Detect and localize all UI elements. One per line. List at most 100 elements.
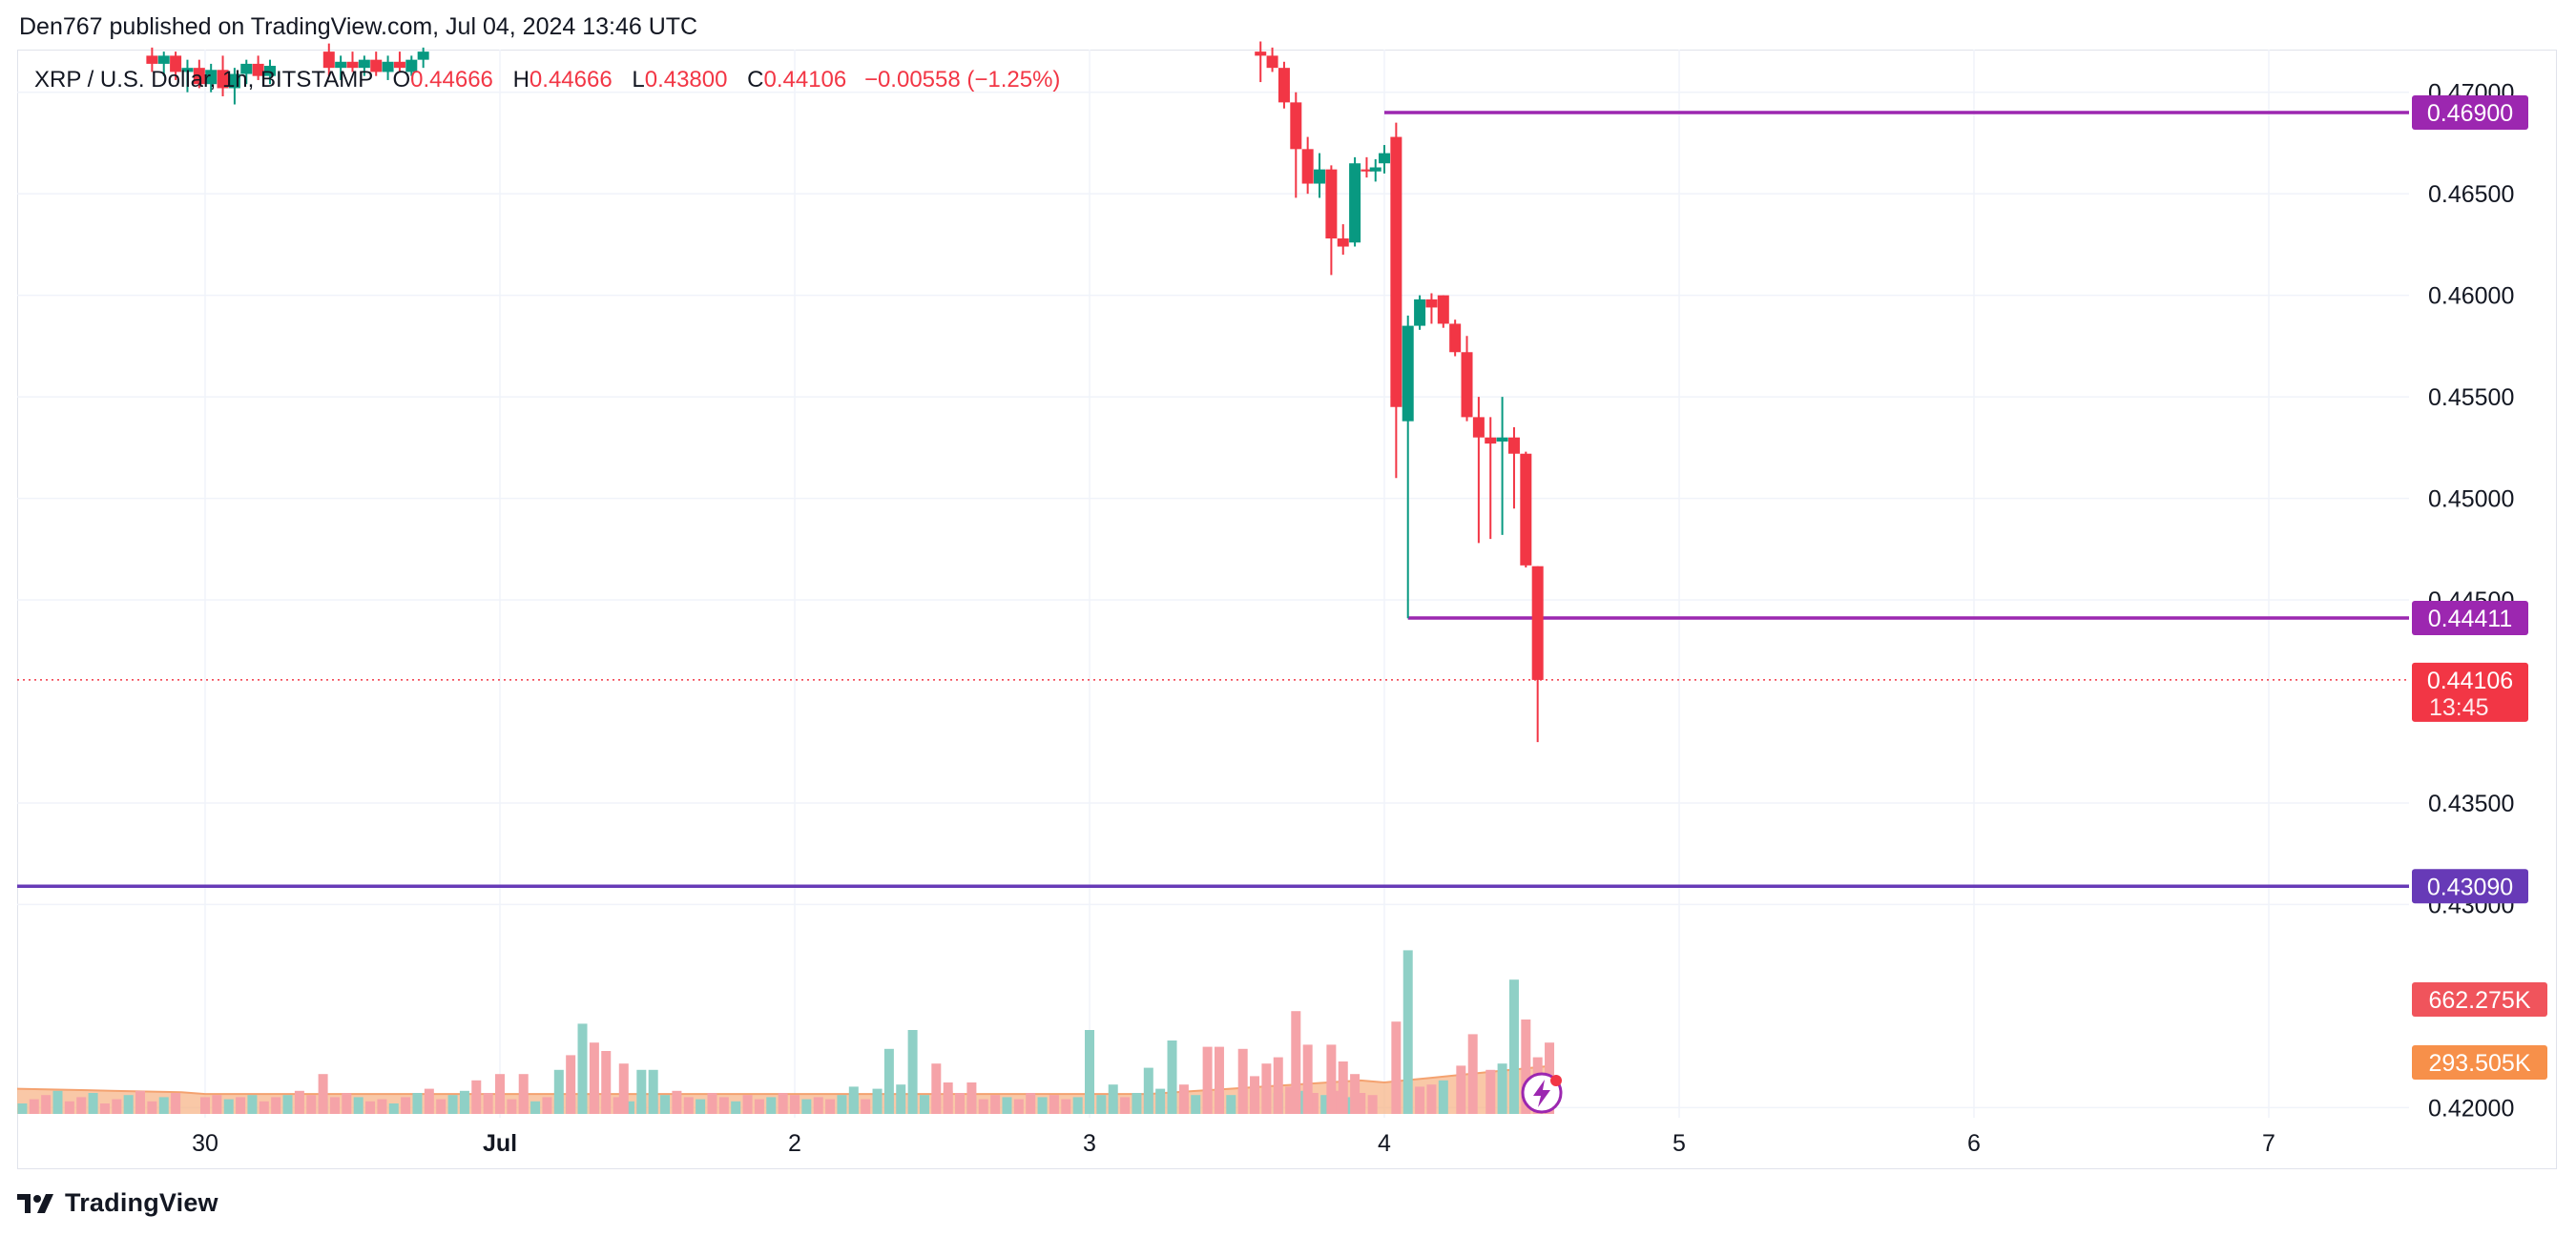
candle-body — [1314, 169, 1326, 184]
volume-bar — [931, 1063, 942, 1114]
volume-bar — [1261, 1063, 1272, 1114]
volume-bar — [1072, 1097, 1083, 1114]
volume-bar — [1108, 1084, 1118, 1114]
candle-body — [205, 70, 218, 85]
symbol-label[interactable]: XRP / U.S. Dollar, 1h, BITSTAMP — [34, 67, 373, 93]
candle-body — [393, 61, 405, 69]
volume-bar — [1214, 1046, 1224, 1114]
volume-bar — [401, 1097, 411, 1114]
volume-bar — [577, 1023, 588, 1114]
candle-body — [193, 68, 205, 85]
volume-bar — [907, 1030, 918, 1114]
volume-average-area — [17, 1065, 1550, 1114]
time-axis: 30 Jul 2 3 4 5 6 7 — [192, 1130, 2275, 1157]
volume-bar — [41, 1095, 52, 1114]
volume-bar — [1402, 950, 1413, 1114]
volume-bar — [872, 1088, 883, 1114]
volume-bar — [1049, 1095, 1059, 1114]
open-label: O — [392, 67, 411, 93]
candle-body — [1278, 68, 1290, 103]
footer-brand[interactable]: TradingView — [65, 1188, 218, 1217]
volume-bar — [200, 1097, 210, 1114]
volume-bar — [1326, 1044, 1337, 1114]
volume-bar — [1343, 1097, 1354, 1114]
volume-bar — [158, 1097, 169, 1114]
volume-bar — [955, 1093, 966, 1114]
volume-bar — [76, 1097, 87, 1114]
volume-bar — [483, 1093, 493, 1114]
volume-bar — [436, 1099, 447, 1114]
volume-bar — [259, 1101, 269, 1114]
time-tick-label: Jul — [483, 1130, 517, 1157]
volume-bar — [1320, 1095, 1331, 1114]
volume-bar — [1202, 1046, 1213, 1114]
volume-bar — [672, 1090, 682, 1114]
level-badge-label: 0.43090 — [2427, 874, 2513, 900]
volume-bar — [1485, 1069, 1496, 1114]
low-label: L — [632, 67, 645, 93]
volume-bar — [1521, 1020, 1531, 1114]
volume-bar — [754, 1099, 764, 1114]
candle-body — [417, 52, 429, 60]
candle-body — [382, 61, 394, 72]
volume-bar — [589, 1042, 599, 1114]
volume-bar — [1273, 1057, 1283, 1114]
time-tick-label: 4 — [1378, 1130, 1391, 1157]
volume-bar — [1426, 1084, 1437, 1114]
volume-bar — [624, 1101, 634, 1114]
candles — [1255, 41, 1544, 743]
volume-bar — [471, 1080, 482, 1114]
candle-body — [228, 73, 240, 89]
level-badge — [2412, 869, 2528, 904]
candle-body — [1325, 169, 1338, 239]
volume-bar — [696, 1099, 706, 1114]
volume-bar — [271, 1097, 281, 1114]
price-tick-label: 0.45000 — [2428, 486, 2514, 513]
candle-body — [181, 68, 194, 72]
volume-pane — [16, 950, 1555, 1114]
volume-bar — [1438, 1080, 1448, 1114]
volume-bar — [718, 1097, 729, 1114]
volume-bar — [1061, 1099, 1071, 1114]
volume-badge-label: 293.505K — [2428, 1050, 2530, 1077]
candle-body — [1266, 55, 1278, 69]
ohlc-legend: XRP / U.S. Dollar, 1h, BITSTAMP O0.44666… — [34, 67, 1060, 93]
candle-body — [1301, 149, 1314, 184]
volume-badge-label: 662.275K — [2428, 987, 2530, 1014]
time-tick-label: 5 — [1672, 1130, 1686, 1157]
volume-bar — [1350, 1074, 1361, 1114]
volume-bar — [1456, 1065, 1466, 1114]
volume-bar — [553, 1069, 564, 1114]
volume-bar — [943, 1082, 953, 1114]
price-tick-label: 0.43500 — [2428, 791, 2514, 817]
volume-bar — [1132, 1093, 1142, 1114]
candle-body — [1461, 352, 1473, 418]
volume-bar — [1085, 1030, 1094, 1114]
volume-bar — [601, 1051, 612, 1114]
volume-bar — [896, 1084, 906, 1114]
candle-body — [1437, 295, 1449, 324]
volume-bar — [447, 1095, 458, 1114]
volume-bar — [1013, 1099, 1024, 1114]
candle-body — [346, 61, 359, 69]
candle-body — [1520, 453, 1532, 566]
candle-body — [1290, 102, 1302, 150]
candle-body — [1361, 169, 1373, 172]
volume-bar — [1285, 1086, 1296, 1114]
volume-bar — [1332, 1090, 1342, 1114]
candle-body — [1414, 299, 1426, 326]
candle-body — [263, 66, 276, 76]
level-badge — [2412, 95, 2528, 131]
candle-body — [170, 55, 182, 72]
volume-bar — [518, 1074, 529, 1114]
volume-bar — [1167, 1040, 1177, 1114]
volume-bar — [424, 1088, 434, 1114]
close-value: 0.44106 — [763, 67, 847, 93]
grid-lines — [17, 50, 2409, 1118]
horizontal-levels — [17, 111, 2409, 889]
volume-bar — [112, 1099, 122, 1114]
candle-body — [1449, 323, 1462, 353]
volume-bar — [365, 1101, 376, 1114]
time-tick-label: 2 — [788, 1130, 801, 1157]
